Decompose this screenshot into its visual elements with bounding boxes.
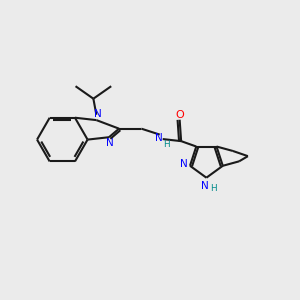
- Text: N: N: [155, 134, 163, 143]
- Text: O: O: [175, 110, 184, 120]
- Text: N: N: [180, 159, 188, 169]
- Text: N: N: [201, 181, 209, 191]
- Text: N: N: [94, 109, 101, 119]
- Text: H: H: [211, 184, 217, 193]
- Text: N: N: [106, 138, 114, 148]
- Text: H: H: [163, 140, 169, 148]
